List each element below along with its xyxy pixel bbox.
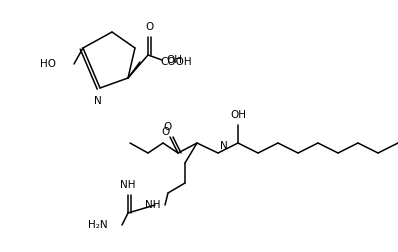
Text: O: O: [161, 127, 169, 137]
Text: COOH: COOH: [160, 57, 191, 67]
Text: NH: NH: [120, 180, 136, 190]
Text: HO: HO: [40, 59, 56, 69]
Text: OH: OH: [230, 110, 246, 120]
Text: OH: OH: [166, 55, 182, 65]
Text: N: N: [94, 96, 102, 106]
Text: NH: NH: [144, 200, 160, 210]
Text: H₂N: H₂N: [88, 220, 108, 230]
Text: O: O: [164, 122, 172, 132]
Text: N: N: [220, 141, 228, 151]
Text: O: O: [145, 22, 153, 32]
